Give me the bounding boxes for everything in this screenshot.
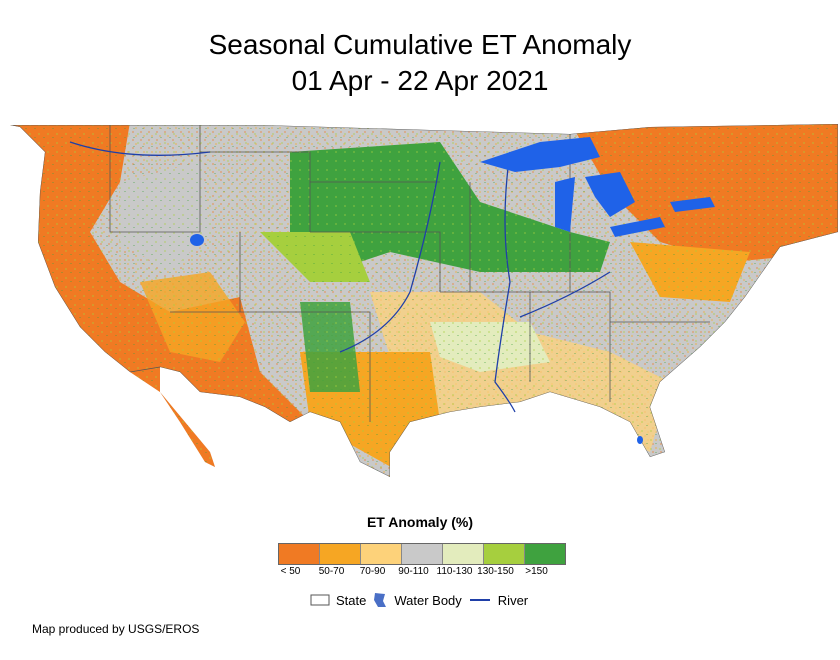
legend-bin xyxy=(402,544,443,564)
lake-erie xyxy=(610,217,665,237)
map-key: State Water Body River xyxy=(310,591,528,609)
state-key-label: State xyxy=(336,592,367,608)
great-salt-lake xyxy=(190,234,204,246)
legend-bins xyxy=(278,543,566,565)
map-credit: Map produced by USGS/EROS xyxy=(32,622,200,636)
legend-bin xyxy=(320,544,361,564)
legend-label: 130-150 xyxy=(477,566,514,577)
legend-label: 110-130 xyxy=(436,566,473,577)
state-swatch-icon xyxy=(310,594,330,606)
legend-bin xyxy=(484,544,525,564)
legend-label: >150 xyxy=(525,566,548,577)
map-subtitle: 01 Apr - 22 Apr 2021 xyxy=(291,65,549,96)
river-key-label: River xyxy=(497,592,529,608)
legend-label: 50-70 xyxy=(318,566,345,577)
legend-label: 90-110 xyxy=(398,566,429,577)
legend-labels: < 50 50-70 70-90 90-110 110-130 130-150 … xyxy=(270,566,557,577)
legend-label: < 50 xyxy=(280,566,301,577)
lake-ontario xyxy=(670,197,715,212)
legend-bin xyxy=(361,544,402,564)
legend-label: 70-90 xyxy=(359,566,386,577)
lake-huron xyxy=(585,172,635,217)
legend-bin xyxy=(525,544,565,564)
rivers xyxy=(69,141,611,413)
water-bodies xyxy=(190,137,715,444)
anomaly-surface xyxy=(10,124,838,477)
water-key-label: Water Body xyxy=(394,592,462,608)
lake-michigan xyxy=(555,177,575,232)
river-line-icon xyxy=(469,599,490,601)
lake-superior xyxy=(480,137,600,172)
lake-okeechobee xyxy=(637,436,643,444)
legend-bin xyxy=(279,544,320,564)
map-title: Seasonal Cumulative ET Anomaly xyxy=(208,29,632,60)
state-lines xyxy=(10,124,838,477)
water-body-icon xyxy=(374,593,387,607)
legend-bin xyxy=(443,544,484,564)
legend-title: ET Anomaly (%) xyxy=(366,514,474,530)
us-et-anomaly-map xyxy=(10,124,838,477)
